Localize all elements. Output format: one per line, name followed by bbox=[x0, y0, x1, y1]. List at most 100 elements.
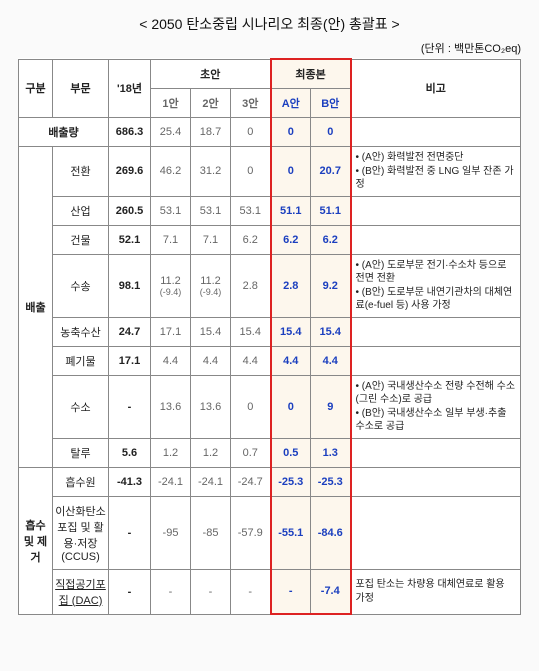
cell: -41.3 bbox=[109, 467, 151, 496]
group-sink: 흡수 및 제거 bbox=[19, 467, 53, 614]
subval: (-9.4) bbox=[153, 287, 188, 297]
summary-table: 구분 부문 '18년 초안 최종본 비고 1안 2안 3안 A안 B안 배출량 … bbox=[18, 58, 521, 615]
cell-note bbox=[351, 496, 521, 569]
cell: 51.1 bbox=[271, 196, 311, 225]
cell: -24.1 bbox=[191, 467, 231, 496]
cell-label: 폐기물 bbox=[53, 346, 109, 375]
cell: 0 bbox=[271, 118, 311, 147]
row-sink-2: 직접공기포집 (DAC) - - - - - -7.4 포집 탄소는 차량용 대… bbox=[19, 569, 521, 614]
cell-label: 직접공기포집 (DAC) bbox=[53, 569, 109, 614]
cell: 51.1 bbox=[311, 196, 351, 225]
th-y18: '18년 bbox=[109, 59, 151, 118]
cell: 4.4 bbox=[151, 346, 191, 375]
cell: -85 bbox=[191, 496, 231, 569]
cell: 7.1 bbox=[151, 225, 191, 254]
cell: 52.1 bbox=[109, 225, 151, 254]
val: 11.2 bbox=[200, 275, 221, 287]
cell: 53.1 bbox=[231, 196, 271, 225]
th-draft: 초안 bbox=[151, 59, 271, 89]
cell: 31.2 bbox=[191, 147, 231, 197]
cell-label: 이산화탄소 포집 및 활용·저장 (CCUS) bbox=[53, 496, 109, 569]
cell: -25.3 bbox=[271, 467, 311, 496]
row-emit-3: 수송 98.1 11.2 (-9.4) 11.2 (-9.4) 2.8 2.8 … bbox=[19, 254, 521, 317]
cell: - bbox=[231, 569, 271, 614]
th-fa: A안 bbox=[271, 89, 311, 118]
cell: 2.8 bbox=[231, 254, 271, 317]
cell-note bbox=[351, 438, 521, 467]
cell-label: 전환 bbox=[53, 147, 109, 197]
cell: -95 bbox=[151, 496, 191, 569]
row-sink-0: 흡수 및 제거 흡수원 -41.3 -24.1 -24.1 -24.7 -25.… bbox=[19, 467, 521, 496]
cell: 0 bbox=[271, 375, 311, 438]
cell: 17.1 bbox=[109, 346, 151, 375]
cell: -84.6 bbox=[311, 496, 351, 569]
cell: 0 bbox=[271, 147, 311, 197]
cell: 6.2 bbox=[311, 225, 351, 254]
cell-note: • (A안) 도로부문 전기·수소차 등으로 전면 전환• (B안) 도로부문 … bbox=[351, 254, 521, 317]
cell-label: 수송 bbox=[53, 254, 109, 317]
th-bumun: 부문 bbox=[53, 59, 109, 118]
page: < 2050 탄소중립 시나리오 최종(안) 총괄표 > (단위 : 백만톤CO… bbox=[0, 0, 539, 625]
cell: - bbox=[109, 375, 151, 438]
cell: -25.3 bbox=[311, 467, 351, 496]
cell: - bbox=[271, 569, 311, 614]
cell: 6.2 bbox=[271, 225, 311, 254]
cell: 13.6 bbox=[191, 375, 231, 438]
cell: 1.3 bbox=[311, 438, 351, 467]
cell: 98.1 bbox=[109, 254, 151, 317]
cell: -55.1 bbox=[271, 496, 311, 569]
cell-note bbox=[351, 196, 521, 225]
cell: 260.5 bbox=[109, 196, 151, 225]
th-fb: B안 bbox=[311, 89, 351, 118]
cell-total-label: 배출량 bbox=[19, 118, 109, 147]
cell: 269.6 bbox=[109, 147, 151, 197]
cell-note bbox=[351, 346, 521, 375]
row-emit-5: 폐기물 17.1 4.4 4.4 4.4 4.4 4.4 bbox=[19, 346, 521, 375]
cell: 20.7 bbox=[311, 147, 351, 197]
cell: 53.1 bbox=[151, 196, 191, 225]
cell-label: 탈루 bbox=[53, 438, 109, 467]
cell: - bbox=[109, 496, 151, 569]
cell-note: • (A안) 국내생산수소 전량 수전해 수소(그린 수소)로 공급• (B안)… bbox=[351, 375, 521, 438]
cell: 6.2 bbox=[231, 225, 271, 254]
cell: 686.3 bbox=[109, 118, 151, 147]
cell: 11.2 (-9.4) bbox=[191, 254, 231, 317]
cell: -57.9 bbox=[231, 496, 271, 569]
cell-note bbox=[351, 317, 521, 346]
cell: - bbox=[109, 569, 151, 614]
cell: 4.4 bbox=[191, 346, 231, 375]
cell: 0 bbox=[311, 118, 351, 147]
cell: -24.1 bbox=[151, 467, 191, 496]
page-title: < 2050 탄소중립 시나리오 최종(안) 총괄표 > bbox=[18, 14, 521, 34]
cell: 2.8 bbox=[271, 254, 311, 317]
cell: 11.2 (-9.4) bbox=[151, 254, 191, 317]
cell: 15.4 bbox=[231, 317, 271, 346]
cell: 25.4 bbox=[151, 118, 191, 147]
cell: 13.6 bbox=[151, 375, 191, 438]
cell: 7.1 bbox=[191, 225, 231, 254]
cell: 0.5 bbox=[271, 438, 311, 467]
cell-note bbox=[351, 467, 521, 496]
cell: -24.7 bbox=[231, 467, 271, 496]
th-gubun: 구분 bbox=[19, 59, 53, 118]
group-emit: 배출 bbox=[19, 147, 53, 468]
cell: 15.4 bbox=[191, 317, 231, 346]
th-p2: 2안 bbox=[191, 89, 231, 118]
cell: 24.7 bbox=[109, 317, 151, 346]
val: 11.2 bbox=[160, 275, 181, 287]
cell: 0 bbox=[231, 375, 271, 438]
cell: 1.2 bbox=[151, 438, 191, 467]
unit-label: (단위 : 백만톤CO₂eq) bbox=[18, 40, 521, 56]
row-total: 배출량 686.3 25.4 18.7 0 0 0 bbox=[19, 118, 521, 147]
cell: 46.2 bbox=[151, 147, 191, 197]
table-header-row1: 구분 부문 '18년 초안 최종본 비고 bbox=[19, 59, 521, 89]
cell: - bbox=[191, 569, 231, 614]
cell: 0.7 bbox=[231, 438, 271, 467]
cell-label: 건물 bbox=[53, 225, 109, 254]
row-emit-2: 건물 52.1 7.1 7.1 6.2 6.2 6.2 bbox=[19, 225, 521, 254]
cell: 15.4 bbox=[311, 317, 351, 346]
th-p1: 1안 bbox=[151, 89, 191, 118]
row-emit-1: 산업 260.5 53.1 53.1 53.1 51.1 51.1 bbox=[19, 196, 521, 225]
cell: 4.4 bbox=[271, 346, 311, 375]
cell-note: • (A안) 화력발전 전면중단• (B안) 화력발전 중 LNG 일부 잔존 … bbox=[351, 147, 521, 197]
